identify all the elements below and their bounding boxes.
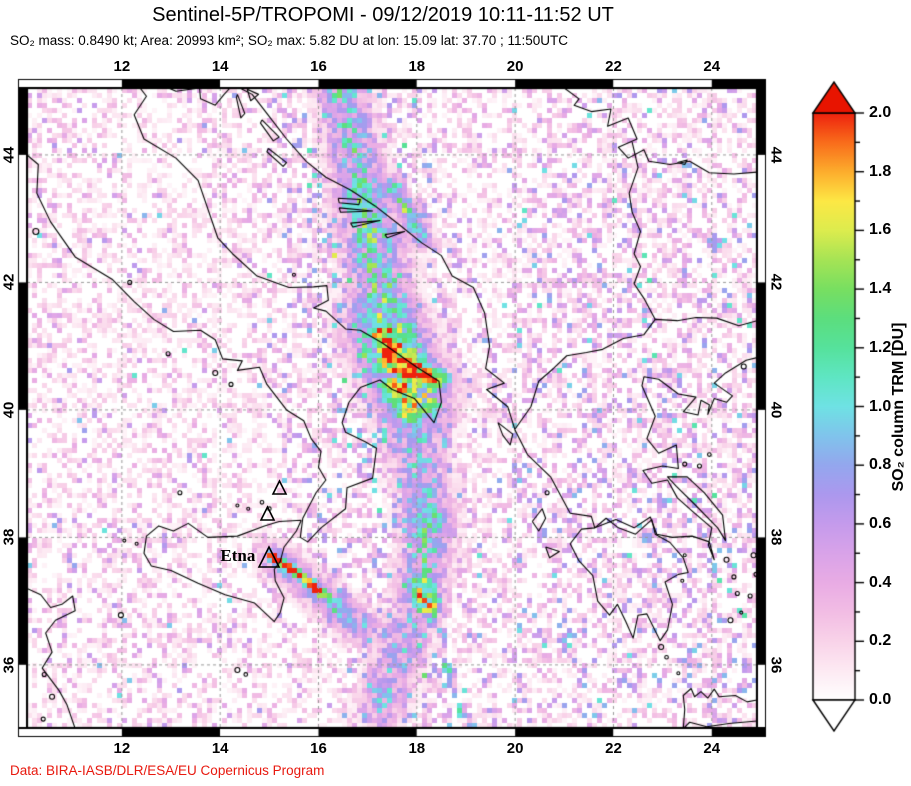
lon-tick-label-top: 16 [310, 58, 327, 75]
lon-tick-label-top: 24 [703, 58, 721, 75]
lat-tick-label-right: 38 [767, 529, 785, 546]
volcano-marker-icon [259, 505, 276, 522]
lon-tick-label-bottom: 14 [211, 740, 229, 757]
lat-tick-label-left: 40 [0, 401, 18, 419]
colorbar-tick-label: 0.0 [869, 691, 892, 708]
lat-tick-label-left: 38 [0, 529, 18, 546]
colorbar-tick-label: 1.0 [869, 397, 892, 415]
volcano-marker-icon [258, 544, 281, 568]
colorbar-tick-label: 1.4 [869, 280, 892, 298]
etna-volcano-label: Etna [220, 545, 256, 565]
lon-tick-label-bottom: 16 [310, 740, 327, 757]
subtitle: SO₂ mass: 0.8490 kt; Area: 20993 km²; SO… [10, 33, 569, 48]
lon-tick-label-bottom: 12 [113, 740, 131, 757]
lat-tick-label-left: 44 [0, 146, 18, 164]
colorbar-tick-label: 2.0 [869, 104, 892, 121]
lon-tick-label-top: 18 [408, 58, 426, 75]
colorbar-tick-label: 0.8 [869, 456, 892, 474]
lat-tick-label-right: 36 [767, 656, 785, 674]
colorbar-tick-label: 1.2 [869, 338, 892, 356]
lon-tick-label-bottom: 20 [506, 740, 524, 757]
volcano-marker-icon [271, 478, 288, 495]
lat-tick-label-left: 36 [0, 656, 18, 674]
lon-tick-label-top: 22 [605, 58, 622, 75]
attribution: Data: BIRA-IASB/DLR/ESA/EU Copernicus Pr… [10, 763, 325, 778]
colorbar-title: SO₂ column TRM [DU] [890, 322, 907, 492]
lon-tick-label-top: 12 [113, 58, 131, 75]
lon-tick-label-bottom: 22 [605, 740, 622, 757]
colorbar-tick-label: 1.8 [869, 162, 892, 180]
lat-tick-label-right: 40 [767, 401, 785, 419]
lat-tick-label-right: 42 [767, 274, 785, 291]
lon-tick-label-top: 20 [506, 58, 524, 75]
colorbar-tick-label: 0.2 [869, 632, 892, 650]
lon-tick-label-top: 14 [211, 58, 229, 75]
lat-tick-label-left: 42 [0, 274, 18, 291]
colorbar-tick-label: 0.4 [869, 573, 892, 591]
lat-tick-label-right: 44 [767, 146, 785, 164]
lon-tick-label-bottom: 18 [408, 740, 426, 757]
page-title: Sentinel-5P/TROPOMI - 09/12/2019 10:11-1… [152, 4, 614, 26]
colorbar-tick-label: 1.6 [869, 221, 892, 239]
colorbar-tick-label: 0.6 [869, 514, 892, 532]
lon-tick-label-bottom: 24 [703, 740, 721, 757]
